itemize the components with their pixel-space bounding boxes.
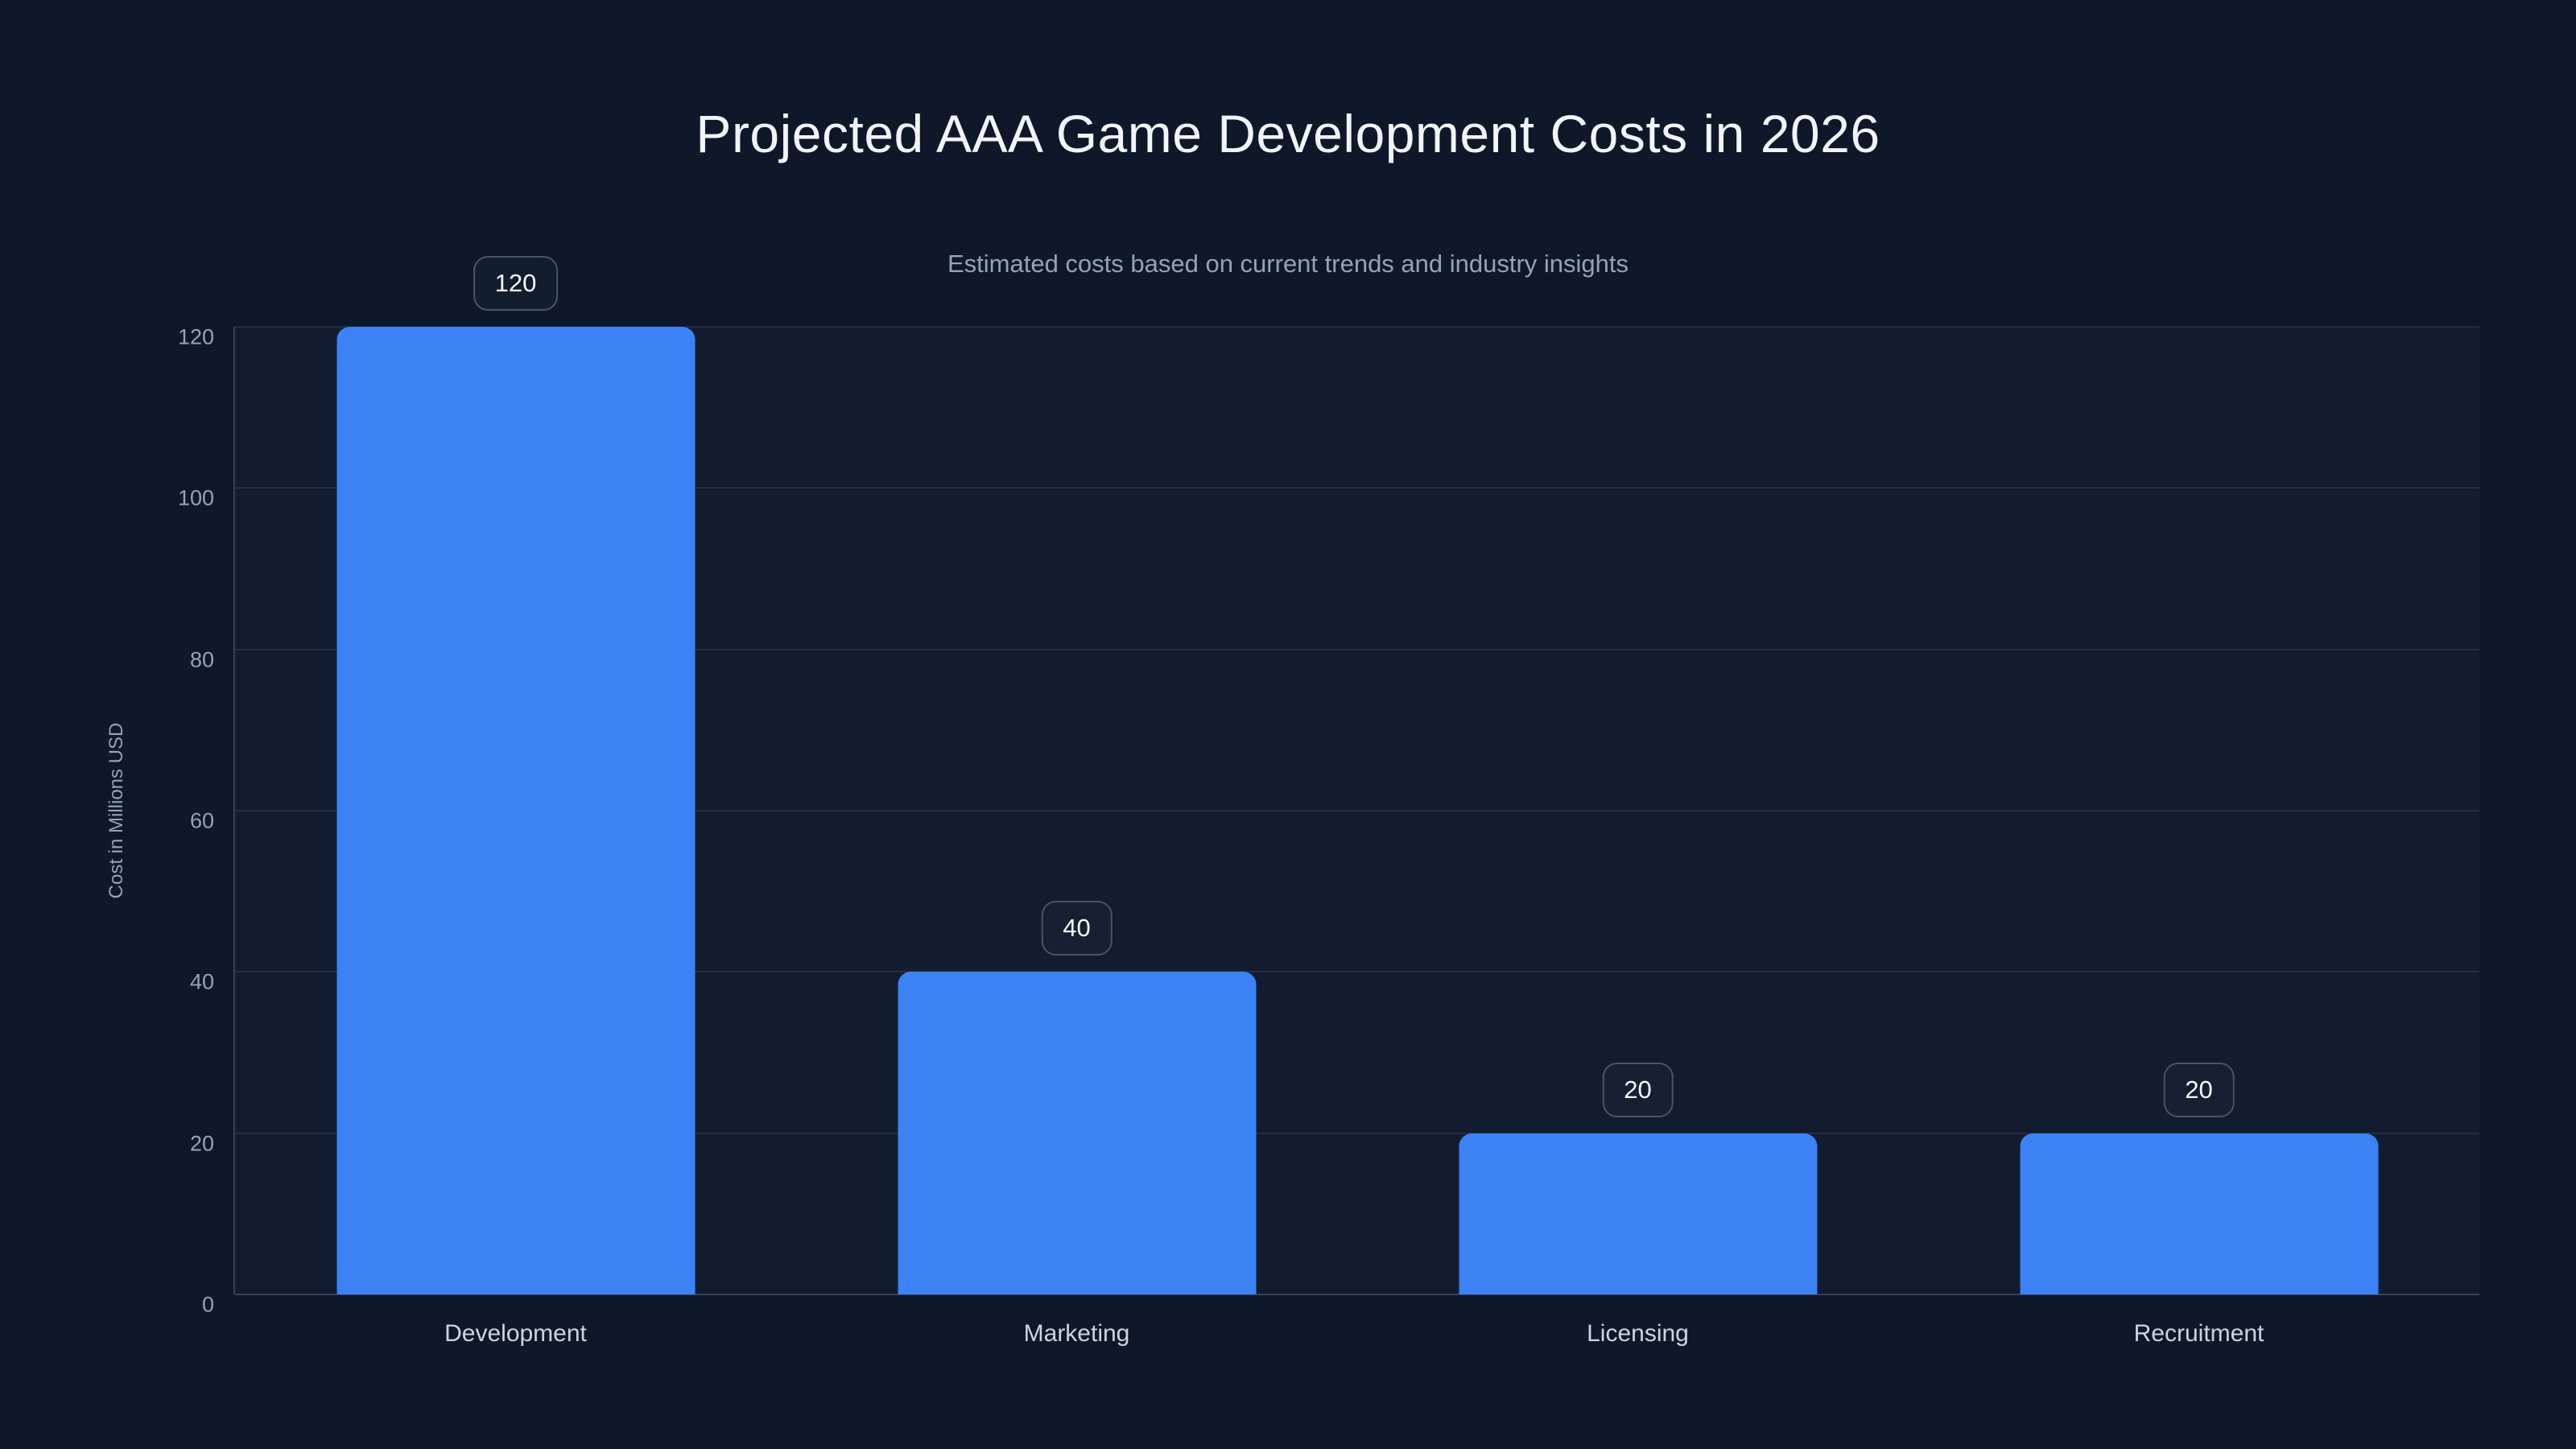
bar-licensing[interactable]	[1459, 1133, 1817, 1294]
chart-subtitle: Estimated costs based on current trends …	[947, 250, 1629, 278]
value-badge-marketing: 40	[1041, 901, 1113, 956]
column-development: 120 Development	[235, 256, 796, 1347]
gridline-y-40	[235, 971, 2479, 973]
column-licensing: 20 Licensing	[1357, 327, 1918, 1347]
x-label-marketing: Marketing	[1023, 1320, 1130, 1347]
bar-marketing[interactable]	[898, 972, 1256, 1294]
y-tick-20: 20	[189, 1131, 214, 1156]
gridline-y-120	[235, 326, 2479, 328]
value-badge-recruitment: 20	[2163, 1062, 2235, 1117]
y-tick-0: 0	[201, 1292, 214, 1317]
plot-area: 0 20 40 60 80 100 120 120 Development 40 Marketing…	[178, 256, 2479, 1347]
gridline-y-20	[235, 1132, 2479, 1134]
x-label-licensing: Licensing	[1587, 1320, 1689, 1347]
x-axis-baseline	[235, 1294, 2479, 1295]
y-tick-40: 40	[189, 969, 214, 994]
gridline-y-80	[235, 648, 2479, 650]
y-axis-title: Cost in Millions USD	[105, 722, 127, 899]
x-label-recruitment: Recruitment	[2133, 1320, 2264, 1347]
column-recruitment: 20 Recruitment	[1918, 327, 2479, 1347]
bar-recruitment[interactable]	[2020, 1133, 2378, 1294]
y-tick-120: 120	[177, 324, 214, 349]
y-tick-80: 80	[189, 647, 214, 672]
value-badge-development: 120	[473, 256, 559, 311]
chart-title: Projected AAA Game Development Costs in …	[696, 104, 1880, 163]
y-tick-100: 100	[177, 485, 214, 510]
y-tick-60: 60	[189, 808, 214, 833]
gridline-y-60	[235, 810, 2479, 811]
gridline-y-100	[235, 487, 2479, 489]
bar-development[interactable]	[336, 327, 695, 1294]
value-badge-licensing: 20	[1602, 1062, 1674, 1117]
column-marketing: 40 Marketing	[796, 327, 1357, 1347]
x-label-development: Development	[444, 1320, 587, 1347]
